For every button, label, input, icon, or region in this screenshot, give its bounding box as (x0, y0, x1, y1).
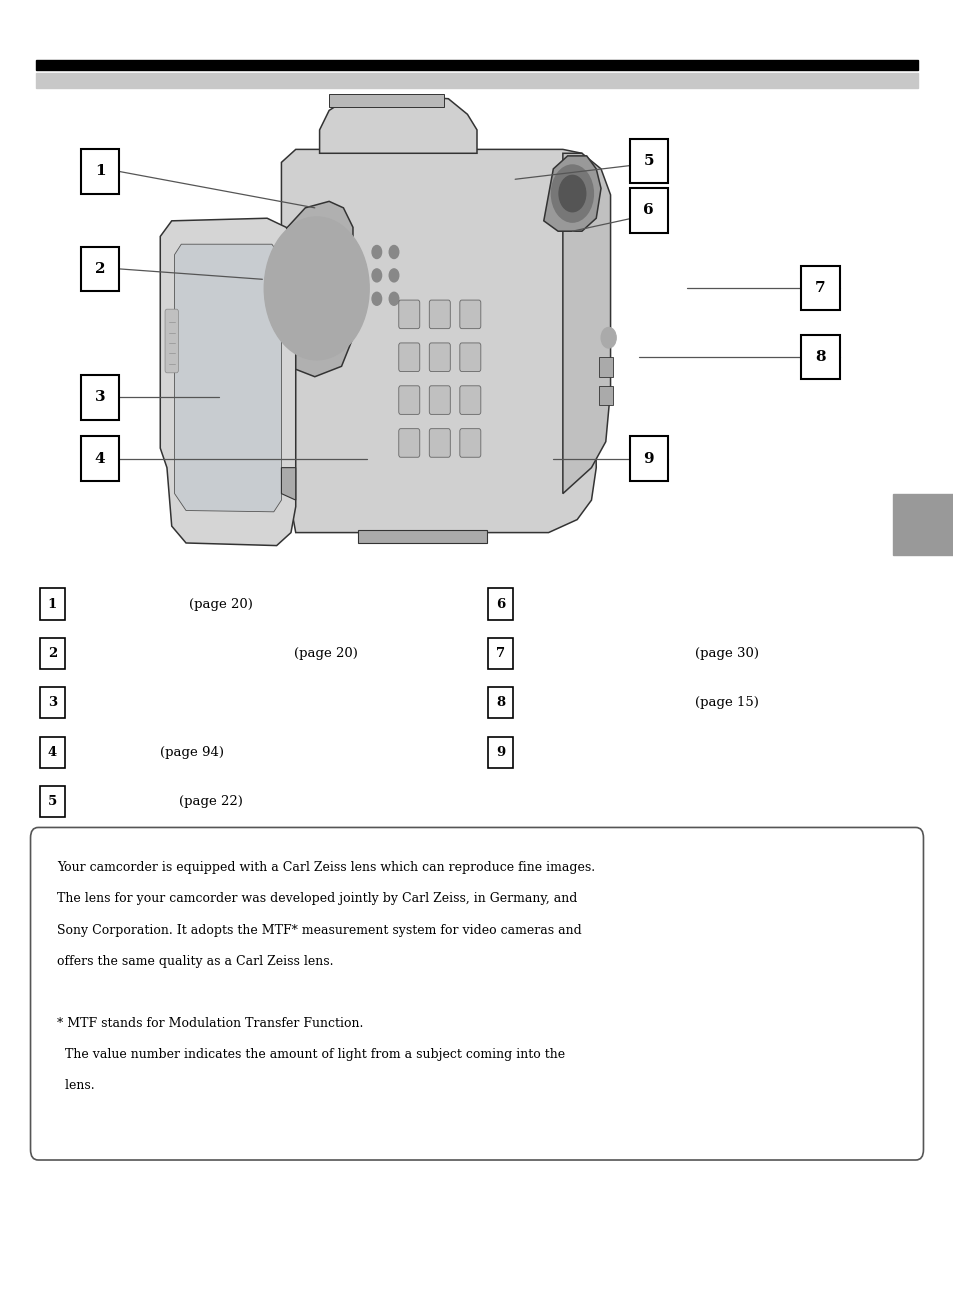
Text: 1: 1 (48, 598, 57, 611)
FancyBboxPatch shape (398, 300, 419, 329)
Bar (598, 357, 613, 377)
FancyBboxPatch shape (488, 737, 513, 768)
Circle shape (600, 327, 616, 348)
Circle shape (551, 165, 593, 222)
Text: (page 20): (page 20) (294, 647, 357, 660)
FancyBboxPatch shape (488, 588, 513, 620)
FancyBboxPatch shape (398, 429, 419, 457)
Text: 8: 8 (496, 696, 505, 709)
Text: 9: 9 (496, 746, 505, 759)
Text: The lens for your camcorder was developed jointly by Carl Zeiss, in Germany, and: The lens for your camcorder was develope… (57, 892, 577, 905)
FancyBboxPatch shape (429, 343, 450, 372)
Text: 2: 2 (94, 262, 106, 275)
FancyBboxPatch shape (429, 429, 450, 457)
Text: 7: 7 (496, 647, 505, 660)
FancyBboxPatch shape (40, 588, 65, 620)
FancyBboxPatch shape (459, 386, 480, 414)
Circle shape (558, 175, 585, 212)
Text: 1: 1 (94, 165, 106, 178)
Text: (page 20): (page 20) (189, 598, 253, 611)
Circle shape (389, 292, 398, 305)
Text: lens.: lens. (57, 1079, 94, 1092)
FancyBboxPatch shape (488, 687, 513, 718)
FancyBboxPatch shape (40, 737, 65, 768)
Circle shape (372, 269, 381, 282)
Text: 4: 4 (94, 452, 106, 465)
FancyBboxPatch shape (629, 436, 667, 481)
Polygon shape (319, 96, 476, 153)
Bar (36, 73, 917, 88)
FancyBboxPatch shape (165, 309, 178, 373)
FancyBboxPatch shape (459, 429, 480, 457)
Text: Sony Corporation. It adopts the MTF* measurement system for video cameras and: Sony Corporation. It adopts the MTF* mea… (57, 924, 581, 937)
FancyBboxPatch shape (629, 139, 667, 183)
FancyBboxPatch shape (81, 375, 119, 420)
Text: 6: 6 (496, 598, 505, 611)
FancyBboxPatch shape (801, 335, 839, 379)
FancyBboxPatch shape (30, 827, 923, 1160)
Polygon shape (281, 149, 596, 533)
FancyBboxPatch shape (459, 343, 480, 372)
Text: 5: 5 (642, 155, 654, 168)
Text: Your camcorder is equipped with a Carl Zeiss lens which can reproduce fine image: Your camcorder is equipped with a Carl Z… (57, 861, 595, 874)
Circle shape (372, 292, 381, 305)
Circle shape (264, 217, 369, 360)
FancyBboxPatch shape (801, 266, 839, 310)
Circle shape (372, 246, 381, 259)
FancyBboxPatch shape (398, 343, 419, 372)
Text: The value number indicates the amount of light from a subject coming into the: The value number indicates the amount of… (57, 1048, 565, 1061)
FancyBboxPatch shape (40, 786, 65, 817)
FancyBboxPatch shape (429, 386, 450, 414)
Polygon shape (281, 468, 295, 500)
Bar (36, 60, 917, 70)
Bar (329, 94, 443, 107)
Text: 2: 2 (48, 647, 57, 660)
Text: 5: 5 (48, 795, 57, 808)
FancyBboxPatch shape (459, 300, 480, 329)
Text: 8: 8 (814, 351, 825, 364)
Text: 7: 7 (814, 282, 825, 295)
Text: * MTF stands for Modulation Transfer Function.: * MTF stands for Modulation Transfer Fun… (57, 1017, 363, 1030)
Polygon shape (160, 218, 295, 546)
Bar (598, 386, 613, 405)
Text: (page 30): (page 30) (694, 647, 758, 660)
FancyBboxPatch shape (398, 386, 419, 414)
Circle shape (389, 246, 398, 259)
FancyBboxPatch shape (81, 247, 119, 291)
Polygon shape (174, 244, 281, 512)
FancyBboxPatch shape (40, 687, 65, 718)
Text: (page 22): (page 22) (179, 795, 243, 808)
Circle shape (389, 269, 398, 282)
Polygon shape (543, 156, 600, 231)
Text: 4: 4 (48, 746, 57, 759)
Circle shape (299, 265, 334, 312)
Circle shape (286, 247, 347, 330)
Text: 6: 6 (642, 204, 654, 217)
Text: 3: 3 (48, 696, 57, 709)
Text: 3: 3 (94, 391, 106, 404)
Polygon shape (357, 530, 486, 543)
Text: 9: 9 (642, 452, 654, 465)
FancyBboxPatch shape (81, 149, 119, 194)
Circle shape (276, 234, 356, 343)
Polygon shape (281, 201, 353, 377)
Bar (892, 494, 953, 555)
Circle shape (309, 278, 324, 299)
FancyBboxPatch shape (629, 188, 667, 233)
FancyBboxPatch shape (81, 436, 119, 481)
Text: offers the same quality as a Carl Zeiss lens.: offers the same quality as a Carl Zeiss … (57, 955, 334, 968)
Text: (page 15): (page 15) (694, 696, 758, 709)
Polygon shape (562, 153, 610, 494)
FancyBboxPatch shape (488, 638, 513, 669)
FancyBboxPatch shape (40, 638, 65, 669)
Text: (page 94): (page 94) (160, 746, 224, 759)
FancyBboxPatch shape (429, 300, 450, 329)
